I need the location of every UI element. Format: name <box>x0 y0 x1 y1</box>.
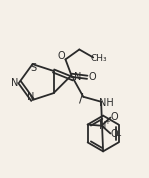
Text: /: / <box>79 91 83 104</box>
Text: N: N <box>11 78 18 88</box>
Text: S: S <box>30 63 37 73</box>
Text: O: O <box>88 72 96 82</box>
Text: CH₃: CH₃ <box>91 54 107 63</box>
Text: O: O <box>111 129 118 140</box>
Text: N: N <box>27 92 34 102</box>
Text: O: O <box>58 51 65 61</box>
Text: O: O <box>111 112 118 122</box>
Text: N: N <box>74 72 81 82</box>
Text: NH: NH <box>99 98 113 108</box>
Text: +: + <box>105 119 110 125</box>
Text: N: N <box>99 121 106 130</box>
Text: −: − <box>115 134 121 139</box>
